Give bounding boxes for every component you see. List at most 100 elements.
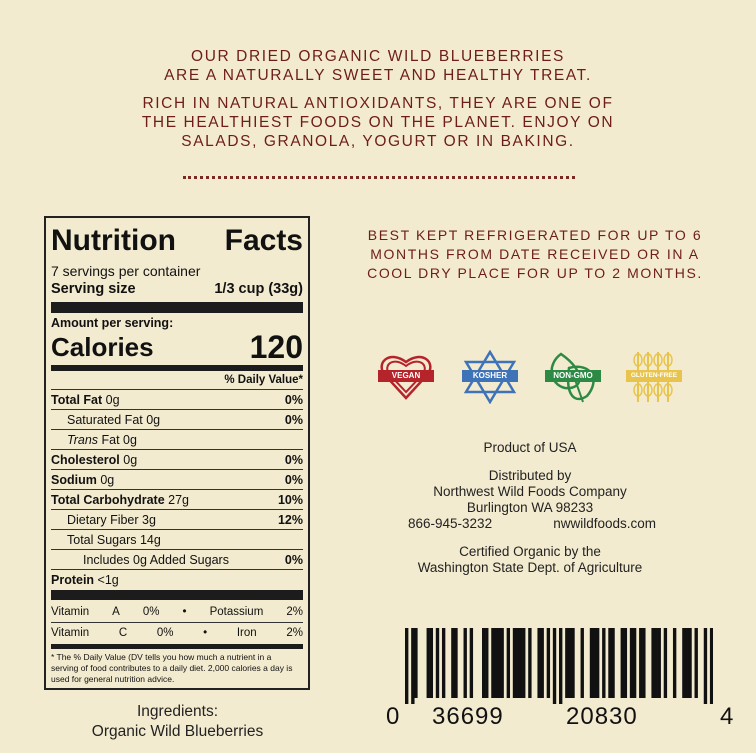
barcode-bar	[623, 628, 628, 698]
vitamin-cell: 0%	[156, 627, 174, 639]
serving-size-row: Serving size 1/3 cup (33g)	[51, 281, 303, 298]
nutrient-row: Includes 0g Added Sugars 0%	[51, 549, 303, 570]
barcode-bar	[512, 628, 517, 698]
barcode-bar	[522, 628, 526, 698]
intro-text: OUR DRIED ORGANIC WILD BLUEBERRIES ARE A…	[0, 47, 756, 151]
vitamin-cell: 0%	[142, 606, 160, 618]
ingredients: Ingredients: Organic Wild Blueberries	[50, 702, 305, 742]
nutrient-row: Protein <1g	[51, 569, 303, 590]
barcode-bar	[528, 628, 532, 698]
barcode-bar	[482, 628, 486, 698]
company-name: Northwest Wild Foods Company	[433, 484, 627, 499]
barcode-bar	[639, 628, 643, 698]
vitamin-cell: 2%	[286, 627, 303, 639]
thick-rule	[51, 302, 303, 313]
barcode-bar	[552, 628, 557, 704]
nutrient-label: Total Carbohydrate 27g	[51, 493, 190, 507]
badge-label: GLUTEN-FREE	[630, 372, 678, 379]
barcode-bar	[629, 628, 634, 698]
nutrient-row: Trans Fat 0g	[51, 429, 303, 450]
ingredients-value: Organic Wild Blueberries	[91, 723, 264, 740]
origin: Product of USA	[483, 440, 577, 455]
barcode-bar	[546, 628, 551, 698]
barcode-bar	[454, 628, 458, 698]
storage-text: BEST KEPT REFRIGERATED FOR UP TO 6 MONTH…	[335, 226, 735, 283]
heart-icon	[378, 355, 434, 400]
badge-label: KOSHER	[472, 371, 508, 380]
vitamin-cell: •	[203, 627, 208, 639]
badge-label: NON-GMO	[553, 371, 593, 380]
intro-line: ARE A NATURALLY SWEET AND HEALTHY TREAT.	[164, 67, 592, 84]
barcode-digits: 36699	[432, 703, 504, 730]
vitamin-cell: Vitamin	[51, 606, 90, 618]
barcode-bar	[709, 628, 713, 704]
kosher-badge: KOSHER	[460, 349, 520, 405]
barcode-bar	[592, 628, 597, 698]
title-right: Facts	[224, 224, 303, 257]
barcode-bar	[642, 628, 646, 698]
vegan-badge: VEGAN	[376, 350, 436, 402]
barcode-bar	[518, 628, 523, 698]
phone: 866-945-3232	[408, 516, 493, 531]
barcode-bar	[405, 628, 409, 704]
nutrient-label: Saturated Fat 0g	[67, 413, 161, 427]
barcode-bar	[485, 628, 489, 698]
barcode-bar	[500, 628, 504, 698]
daily-value-header: % Daily Value*	[224, 374, 303, 386]
nutrient-label: Total Fat 0g	[51, 393, 120, 407]
barcode-bar	[426, 628, 430, 698]
thick-rule	[51, 590, 303, 600]
barcode-bar	[602, 628, 606, 698]
vitamin-cell: Vitamin	[51, 627, 90, 639]
barcode-bar	[657, 628, 661, 698]
barcode-bar	[595, 628, 600, 698]
barcode-bar	[611, 628, 615, 698]
medium-rule	[51, 365, 303, 371]
barcode-bar	[414, 628, 418, 698]
storage-line: BEST KEPT REFRIGERATED FOR UP TO 6	[367, 227, 703, 243]
barcode-bar	[672, 628, 677, 698]
barcode-bar	[429, 628, 434, 698]
barcode-bar	[497, 628, 501, 698]
barcode-digit: 0	[386, 703, 401, 730]
barcode-bar	[568, 628, 572, 698]
vitamin-cell: C	[118, 627, 128, 639]
barcode-bar	[589, 628, 594, 698]
servings-per-container: 7 servings per container	[51, 263, 201, 279]
intro-line: OUR DRIED ORGANIC WILD BLUEBERRIES	[191, 48, 565, 65]
ingredients-label: Ingredients:	[137, 703, 218, 720]
barcode-bar	[632, 628, 637, 698]
barcode-bar	[580, 628, 584, 698]
nutrient-row: Dietary Fiber 3g 12%	[51, 509, 303, 530]
barcode-bar	[620, 628, 624, 698]
nutrient-row: Saturated Fat 0g 0%	[51, 409, 303, 430]
company-city: Burlington WA 98233	[466, 500, 594, 515]
intro-line: THE HEALTHIEST FOODS ON THE PLANET. ENJO…	[141, 114, 615, 131]
barcode-bar	[685, 628, 689, 698]
nutrient-dv: 0%	[284, 393, 303, 407]
barcode-bar	[463, 628, 467, 698]
barcode-bar	[682, 628, 686, 698]
leaf-icon	[545, 352, 601, 403]
vitamin-cell: Potassium	[209, 606, 264, 618]
calories-label: Calories	[51, 332, 154, 362]
barcode-bar	[571, 628, 575, 698]
nutrient-dv: 0%	[284, 553, 303, 567]
non-gmo-badge: NON-GMO	[543, 350, 603, 403]
barcode-bar	[441, 628, 446, 698]
vitamin-cell: •	[182, 606, 187, 618]
website[interactable]: nwwildfoods.com	[553, 516, 656, 531]
vitamin-cell: A	[112, 606, 120, 618]
nutrient-row: Total Fat 0g 0%	[51, 389, 303, 410]
vitamin-cell: Iron	[236, 627, 257, 639]
barcode-bar	[565, 628, 569, 698]
nutrient-dv: 0%	[284, 473, 303, 487]
barcode-bar	[506, 628, 511, 698]
title-left: Nutrition	[51, 224, 176, 257]
barcode-digit: 4	[720, 703, 735, 730]
nutrient-label: Protein <1g	[51, 573, 119, 587]
storage-line: COOL DRY PLACE FOR UP TO 2 MONTHS.	[367, 265, 703, 281]
nutrient-row: Cholesterol 0g 0%	[51, 449, 303, 470]
barcode-bar	[694, 628, 698, 698]
nutrition-title: Nutrition Facts	[51, 224, 303, 258]
